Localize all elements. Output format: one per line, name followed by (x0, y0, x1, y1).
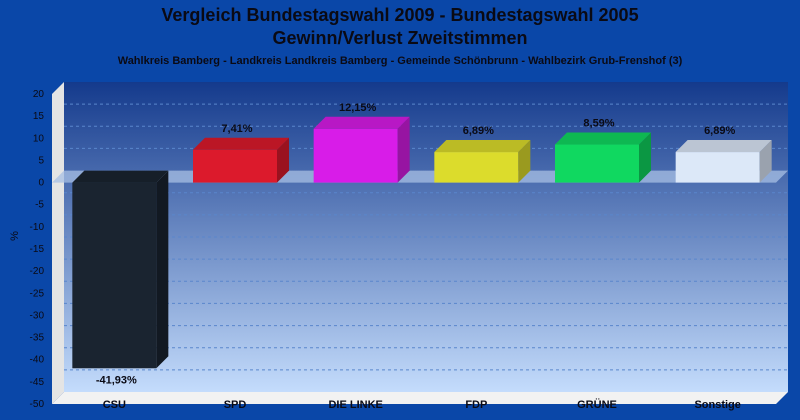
y-tick-label: -10 (30, 222, 45, 233)
data-label: 8,59% (583, 118, 614, 130)
bar (193, 149, 277, 183)
bar-top (193, 137, 289, 150)
bar-top (675, 140, 772, 153)
bar (555, 144, 639, 183)
bar-top (72, 170, 169, 183)
x-category-label: GRÜNE (577, 398, 617, 411)
bar (434, 152, 519, 183)
x-category-label: CSU (103, 399, 126, 411)
chart-title: Vergleich Bundestagswahl 2009 - Bundesta… (161, 5, 639, 25)
data-label: -41,93% (96, 374, 137, 386)
y-tick-label: -35 (30, 333, 45, 344)
bar-side (397, 116, 410, 183)
y-tick-label: -25 (30, 288, 45, 299)
bar-top (434, 140, 531, 153)
bar (675, 152, 760, 183)
y-tick-label: 5 (38, 155, 44, 166)
plot-floor (52, 392, 788, 404)
bar-side (518, 140, 531, 183)
y-tick-label: 15 (33, 111, 45, 122)
y-tick-label: -45 (30, 377, 45, 388)
y-axis-label: % (9, 231, 21, 241)
x-category-label: SPD (224, 399, 247, 411)
y-tick-label: 0 (38, 178, 44, 189)
bar (72, 182, 157, 369)
data-label: 6,89% (704, 125, 735, 137)
chart-location-subtitle: Wahlkreis Bamberg - Landkreis Landkreis … (117, 55, 683, 67)
bar-side (639, 132, 651, 183)
data-label: 7,41% (221, 123, 252, 135)
y-tick-label: 20 (33, 89, 45, 100)
bar-top (555, 132, 651, 145)
bar-side (277, 137, 289, 183)
x-category-label: DIE LINKE (328, 399, 382, 411)
x-category-label: Sonstige (694, 399, 740, 411)
bar-side (156, 170, 169, 369)
y-tick-label: -20 (30, 266, 45, 277)
y-tick-label: -40 (30, 355, 45, 366)
bar-top (313, 116, 410, 129)
x-category-label: FDP (465, 399, 487, 411)
y-tick-label: -50 (30, 399, 45, 410)
data-label: 12,15% (339, 102, 377, 114)
y-tick-label: -30 (30, 310, 45, 321)
data-label: 6,89% (463, 125, 494, 137)
bar-side (759, 140, 772, 183)
chart-subtitle: Gewinn/Verlust Zweitstimmen (272, 28, 528, 48)
plot-side-wall (52, 82, 64, 404)
bar (313, 128, 398, 183)
y-tick-label: 10 (33, 133, 45, 144)
y-tick-label: -5 (35, 200, 44, 211)
y-tick-label: -15 (30, 244, 45, 255)
